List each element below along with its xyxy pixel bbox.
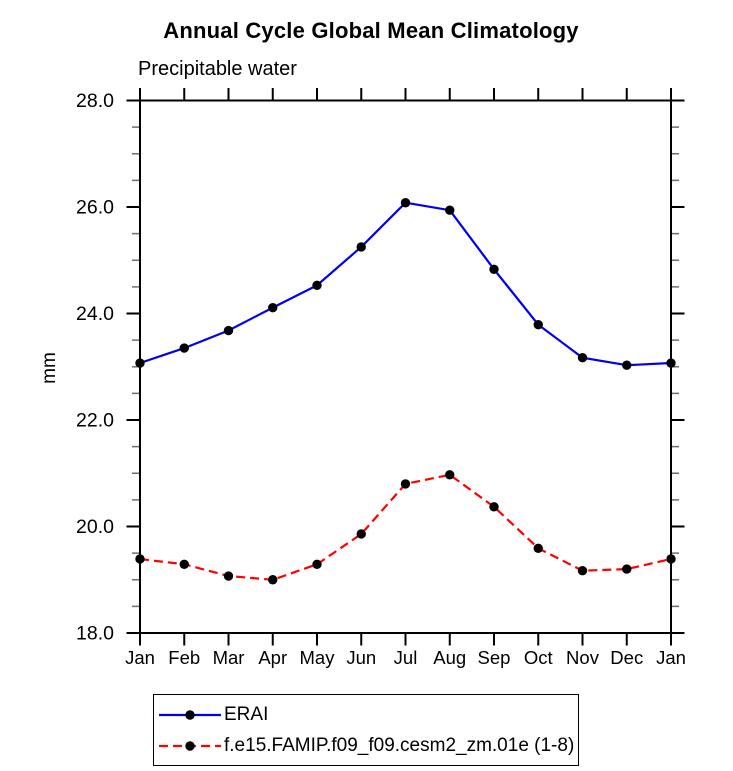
series-marker-0 bbox=[135, 358, 145, 368]
legend: ERAI f.e15.FAMIP.f09_f09.cesm2_zm.01e (1… bbox=[153, 694, 579, 766]
series-marker-1 bbox=[179, 559, 189, 570]
series-marker-1 bbox=[622, 564, 632, 574]
series-line-1 bbox=[139, 473, 672, 581]
x-tick-label: Sep bbox=[478, 647, 511, 668]
legend-item-model: f.e15.FAMIP.f09_f09.cesm2_zm.01e (1-8) bbox=[157, 732, 578, 760]
series-marker-0 bbox=[400, 198, 411, 208]
x-tick-label: Apr bbox=[258, 647, 287, 668]
series-marker-1 bbox=[445, 470, 455, 480]
plot-frame bbox=[139, 99, 672, 634]
x-tick-label: Mar bbox=[213, 647, 245, 668]
x-tick-label: Jun bbox=[346, 647, 376, 668]
x-tick-label: Jan bbox=[125, 647, 155, 668]
y-tick-label: 28.0 bbox=[76, 90, 114, 112]
series-marker-0 bbox=[223, 325, 234, 336]
x-tick-label: Oct bbox=[524, 647, 553, 668]
series-marker-0 bbox=[312, 280, 322, 290]
series-marker-0 bbox=[489, 264, 499, 275]
series-marker-1 bbox=[400, 479, 411, 489]
series-marker-0 bbox=[445, 205, 455, 215]
y-tick-label: 20.0 bbox=[76, 516, 114, 538]
legend-line-sample-solid bbox=[159, 709, 221, 720]
series-marker-1 bbox=[577, 565, 588, 576]
legend-item-erai: ERAI bbox=[157, 701, 578, 729]
series-marker-1 bbox=[135, 554, 145, 564]
series-marker-1 bbox=[356, 529, 366, 539]
legend-label-erai: ERAI bbox=[224, 703, 269, 725]
series-line-0 bbox=[139, 201, 672, 367]
y-tick-label: 18.0 bbox=[76, 623, 114, 645]
series-marker-0 bbox=[356, 242, 366, 252]
series-marker-1 bbox=[223, 571, 234, 581]
x-tick-label: Aug bbox=[433, 647, 466, 668]
series-marker-0 bbox=[268, 302, 278, 313]
series-marker-1 bbox=[666, 554, 676, 564]
x-tick-label: Nov bbox=[566, 647, 600, 668]
series-marker-0 bbox=[577, 352, 588, 363]
x-tick-label: May bbox=[300, 647, 336, 668]
y-tick-label: 26.0 bbox=[76, 197, 114, 219]
x-tick-label: Dec bbox=[610, 647, 643, 668]
x-tick-label: Feb bbox=[168, 647, 200, 668]
y-tick-label: 22.0 bbox=[76, 410, 114, 432]
series-marker-0 bbox=[666, 358, 676, 368]
series-marker-1 bbox=[489, 502, 499, 512]
series-marker-0 bbox=[533, 319, 543, 330]
legend-line-sample-dashed bbox=[159, 740, 221, 751]
series-marker-0 bbox=[179, 343, 189, 353]
legend-label-model: f.e15.FAMIP.f09_f09.cesm2_zm.01e (1-8) bbox=[224, 734, 575, 756]
chart-subtitle: Precipitable water bbox=[138, 58, 297, 80]
x-tick-label: Jul bbox=[394, 647, 418, 668]
series-marker-1 bbox=[312, 559, 322, 570]
series-marker-1 bbox=[533, 543, 543, 554]
series-marker-1 bbox=[268, 575, 278, 585]
chart-title: Annual Cycle Global Mean Climatology bbox=[163, 18, 579, 43]
series-marker-0 bbox=[622, 360, 632, 370]
x-tick-label: Jan bbox=[656, 647, 686, 668]
y-tick-label: 24.0 bbox=[76, 303, 114, 325]
